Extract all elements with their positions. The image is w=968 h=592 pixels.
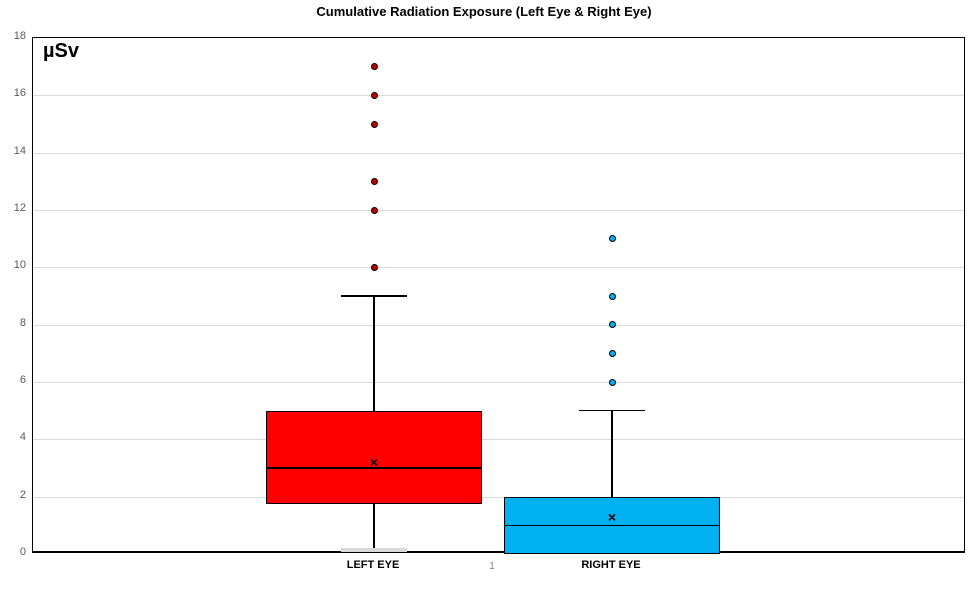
outlier-point-left-eye [370, 206, 378, 214]
upper-whisker-cap-right-eye [579, 409, 645, 412]
y-tick-label: 10 [13, 259, 26, 272]
y-tick-label: 4 [19, 431, 26, 444]
y-axis-unit-label: µSv [43, 40, 79, 62]
y-tick-label: 6 [19, 374, 26, 386]
gridline [33, 324, 964, 326]
box-left-eye [266, 410, 482, 504]
x-axis-group-label: 1 [489, 561, 495, 572]
outlier-point-left-eye [370, 120, 378, 128]
median-line-right-eye [504, 524, 720, 527]
outlier-point-right-eye [608, 292, 616, 300]
outlier-point-left-eye [370, 263, 378, 271]
y-tick-label: 14 [13, 144, 26, 157]
y-tick-label: 0 [19, 546, 26, 558]
mean-marker-left-eye: × [369, 454, 379, 471]
y-tick-label: 12 [13, 202, 26, 214]
gridline [33, 382, 964, 383]
mean-marker-right-eye: × [607, 508, 617, 525]
outlier-point-right-eye [608, 349, 616, 357]
y-tick-label: 16 [13, 87, 26, 100]
upper-whisker-right-eye [611, 410, 613, 497]
lower-whisker-cap-left-eye [341, 548, 407, 552]
outlier-point-right-eye [608, 321, 616, 329]
y-tick-label: 18 [13, 30, 26, 42]
lower-whisker-left-eye [373, 503, 375, 551]
upper-whisker-left-eye [373, 296, 375, 411]
y-tick-label: 2 [19, 488, 26, 501]
outlier-point-left-eye [370, 63, 378, 71]
outlier-point-right-eye [608, 235, 616, 243]
plot-area: µSv × × [32, 37, 965, 554]
gridline [33, 210, 964, 211]
x-axis-label-left-eye: LEFT EYE [346, 559, 400, 571]
chart-title: Cumulative Radiation Exposure (Left Eye … [316, 4, 652, 19]
gridline [33, 496, 964, 498]
outlier-point-left-eye [370, 91, 378, 99]
gridline [33, 95, 964, 97]
y-tick-label: 8 [19, 316, 26, 329]
gridline [33, 152, 964, 154]
x-axis-label-right-eye: RIGHT EYE [581, 559, 641, 571]
outlier-point-left-eye [370, 177, 378, 185]
upper-whisker-cap-left-eye [341, 295, 407, 297]
gridline [33, 267, 964, 269]
median-line-left-eye [266, 467, 482, 469]
gridline [33, 439, 964, 441]
outlier-point-right-eye [608, 378, 616, 386]
